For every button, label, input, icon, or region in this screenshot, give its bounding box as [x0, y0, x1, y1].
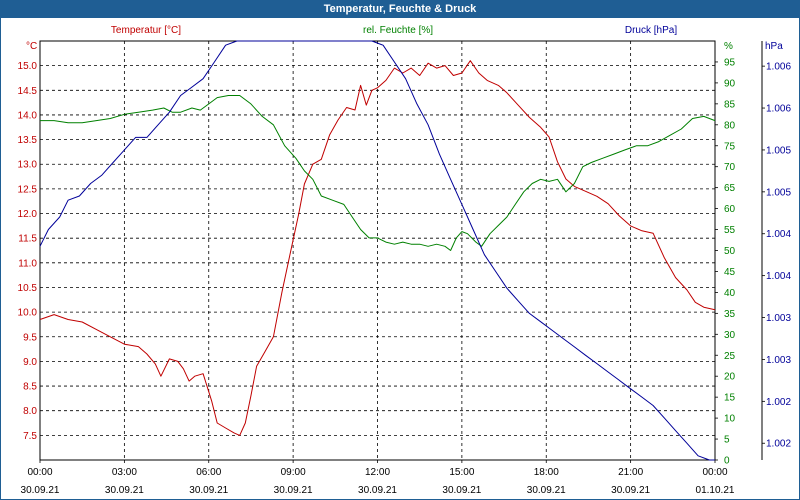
humidity-series-line [40, 95, 716, 251]
x-tick-time: 15:00 [449, 467, 474, 478]
humidity-tick-label: 55 [724, 225, 736, 236]
humidity-unit-label: % [724, 41, 733, 52]
x-tick-date: 30.09.21 [442, 485, 481, 496]
x-tick-date: 30.09.21 [358, 485, 397, 496]
series-layer [39, 40, 716, 461]
humidity-axis-title: rel. Feuchte [%] [363, 25, 433, 36]
pressure-tick-label: 1.004 [766, 271, 791, 282]
temperature-tick-label: 14.5 [18, 86, 38, 97]
humidity-tick-label: 60 [724, 204, 736, 215]
humidity-tick-label: 50 [724, 246, 736, 257]
humidity-tick-label: 20 [724, 372, 736, 383]
grid-layer [40, 41, 715, 460]
humidity-tick-label: 70 [724, 162, 736, 173]
x-tick-time: 09:00 [281, 467, 306, 478]
humidity-tick-label: 75 [724, 141, 736, 152]
axis-labels-layer: °C% hPa Temperatur [°C] rel. Feuchte [%] Dru… [26, 25, 783, 52]
temperature-tick-label: 10.0 [18, 308, 38, 319]
x-tick-date: 30.09.21 [274, 485, 313, 496]
pressure-tick-label: 1.006 [766, 62, 791, 73]
temperature-tick-label: 12.0 [18, 209, 38, 220]
temperature-series-line [39, 60, 716, 436]
pressure-tick-label: 1.003 [766, 355, 791, 366]
x-tick-date: 30.09.21 [611, 485, 650, 496]
pressure-tick-label: 1.005 [766, 145, 791, 156]
humidity-tick-label: 10 [724, 414, 736, 425]
pressure-tick-label: 1.004 [766, 229, 791, 240]
temperature-tick-label: 10.5 [18, 283, 38, 294]
humidity-tick-label: 5 [724, 435, 730, 446]
pressure-axis-title: Druck [hPa] [625, 25, 677, 36]
temperature-tick-label: 12.5 [18, 184, 38, 195]
pressure-unit-label: hPa [765, 41, 783, 52]
temperature-tick-label: 14.0 [18, 110, 38, 121]
chart-area: °C% hPa Temperatur [°C] rel. Feuchte [%] Dru… [1, 19, 799, 499]
x-tick-date: 30.09.21 [105, 485, 144, 496]
pressure-tick-label: 1.006 [766, 104, 791, 115]
temperature-tick-label: 8.5 [23, 382, 37, 393]
humidity-tick-label: 80 [724, 120, 736, 131]
humidity-tick-label: 45 [724, 267, 736, 278]
humidity-tick-label: 90 [724, 78, 736, 89]
x-tick-time: 18:00 [534, 467, 559, 478]
tick-layer: 7.5 8.0 8.5 9.0 9.5 10.0 10.5 11.0 11.5 12.0 12.5 1… [18, 41, 791, 496]
humidity-tick-label: 25 [724, 351, 736, 362]
chart-svg: °C% hPa Temperatur [°C] rel. Feuchte [%] Dru… [18, 25, 792, 496]
temperature-tick-label: 8.0 [23, 406, 37, 417]
x-tick-date: 30.09.21 [189, 485, 228, 496]
humidity-tick-label: 0 [724, 456, 730, 467]
humidity-tick-label: 95 [724, 57, 736, 68]
pressure-series-line [39, 40, 715, 461]
window-title: Temperatur, Feuchte & Druck [1, 1, 799, 18]
x-tick-time: 06:00 [196, 467, 221, 478]
humidity-tick-label: 30 [724, 330, 736, 341]
pressure-tick-label: 1.002 [766, 439, 791, 450]
temperature-tick-label: 13.5 [18, 135, 38, 146]
x-tick-time: 12:00 [365, 467, 390, 478]
temperature-unit-label: °C [26, 41, 37, 52]
x-tick-time: 00:00 [27, 467, 52, 478]
pressure-tick-label: 1.005 [766, 187, 791, 198]
humidity-tick-label: 15 [724, 393, 736, 404]
temperature-tick-label: 15.0 [18, 61, 38, 72]
pressure-tick-label: 1.003 [766, 313, 791, 324]
humidity-tick-label: 65 [724, 183, 736, 194]
x-tick-date: 01.10.21 [696, 485, 735, 496]
temperature-tick-label: 11.5 [18, 234, 37, 245]
x-tick-date: 30.09.21 [21, 485, 60, 496]
temperature-tick-label: 9.5 [23, 332, 37, 343]
x-tick-time: 21:00 [618, 467, 643, 478]
temperature-tick-label: 13.0 [18, 160, 38, 171]
temperature-tick-label: 9.0 [23, 357, 37, 368]
x-tick-time: 03:00 [112, 467, 137, 478]
humidity-tick-label: 35 [724, 309, 736, 320]
pressure-tick-label: 1.002 [766, 397, 791, 408]
humidity-tick-label: 40 [724, 288, 736, 299]
temperature-axis-title: Temperatur [°C] [111, 25, 181, 36]
temperature-tick-label: 7.5 [23, 431, 37, 442]
x-tick-date: 30.09.21 [527, 485, 566, 496]
temperature-tick-label: 11.0 [18, 258, 37, 269]
humidity-tick-label: 85 [724, 99, 736, 110]
x-tick-time: 00:00 [702, 467, 727, 478]
